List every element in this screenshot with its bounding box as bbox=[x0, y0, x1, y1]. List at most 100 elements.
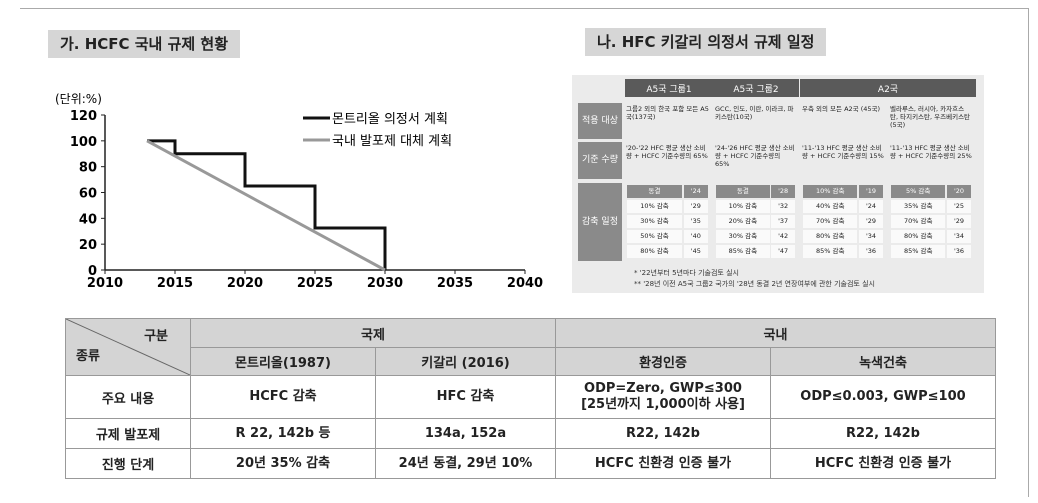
cell-line: HFC 감축 bbox=[436, 389, 495, 404]
y-tick-label: 0 bbox=[88, 264, 97, 279]
schedule-step: 35% 감축 bbox=[891, 200, 946, 213]
schedule-year: '47 bbox=[771, 245, 795, 258]
left-title: 가. HCFC 국내 규제 현황 bbox=[48, 30, 241, 58]
table-cell: R 22, 142b 등 bbox=[190, 418, 376, 449]
table-cell: R22, 142b bbox=[770, 418, 996, 449]
line-series bbox=[147, 139, 387, 270]
column-header: 환경인증 bbox=[555, 347, 771, 376]
schedule-step: 80% 감축 bbox=[803, 230, 858, 243]
table-cell: HCFC 친환경 인증 불가 bbox=[770, 448, 996, 479]
y-tick-label: 40 bbox=[79, 212, 97, 227]
schedule-step: 10% 감축 bbox=[627, 200, 683, 213]
schedule-year: '34 bbox=[947, 230, 971, 243]
schedule-year: '24 bbox=[859, 200, 883, 213]
y-axis-label: (단위:%) bbox=[55, 92, 102, 106]
row-label: 진행 단계 bbox=[65, 448, 191, 479]
y-tick-label: 120 bbox=[70, 109, 97, 124]
cell-line: 24년 동결, 29년 10% bbox=[398, 455, 533, 471]
legend-label: 몬트리올 의정서 계획 bbox=[332, 112, 448, 127]
diagonal bbox=[66, 319, 190, 375]
kigali-header: A5국 그룹1 bbox=[625, 79, 713, 97]
schedule-year: '29 bbox=[683, 200, 708, 213]
schedule-year: '34 bbox=[859, 230, 883, 243]
corner-bottom: 종류 bbox=[76, 349, 100, 364]
row-label: 규제 발포제 bbox=[65, 418, 191, 449]
cell-line: R22, 142b bbox=[625, 425, 700, 441]
cell-line: 134a, 152a bbox=[424, 425, 507, 441]
x-tick-label: 2025 bbox=[297, 276, 333, 291]
header-row: 몬트리올(1987) 키갈리 (2016) 환경인증 녹색건축 bbox=[66, 347, 996, 376]
diagonal-line bbox=[66, 319, 190, 375]
schedule-year: '20 bbox=[947, 185, 971, 198]
group-header: 국제 bbox=[190, 318, 556, 348]
schedule-step: 10% 감축 bbox=[716, 200, 770, 213]
cell-line: R 22, 142b 등 bbox=[235, 425, 331, 441]
schedule-year: '40 bbox=[683, 230, 708, 243]
kigali-header: A2국 bbox=[800, 79, 976, 97]
table-row: 규제 발포제 R 22, 142b 등 134a, 152a R22, 142b R22… bbox=[65, 418, 996, 449]
line-series bbox=[146, 139, 386, 272]
schedule-year: '19 bbox=[859, 185, 883, 198]
table-cell: HFC 감축 bbox=[375, 375, 556, 419]
note: * '22년부터 5년마다 기술검토 실시 bbox=[634, 269, 739, 277]
group-header: 국내 bbox=[555, 318, 996, 348]
kigali-cell: '11-'13 HFC 평균 생산 소비량 + HCFC 기준수량의 25% bbox=[890, 144, 972, 160]
header-row: 구분 종류 국제 국내 bbox=[65, 318, 996, 376]
cell-line: ODP≤0.003, GWP≤100 bbox=[800, 389, 966, 404]
table-row: 진행 단계 20년 35% 감축 24년 동결, 29년 10% HCFC 친환경 인… bbox=[65, 448, 996, 479]
schedule-step: 5% 감축 bbox=[891, 185, 946, 198]
schedule-step: 80% 감축 bbox=[627, 245, 683, 258]
kigali-cell: '20-'22 HFC 평균 생산 소비량 + HCFC 기준수량의 65% bbox=[626, 144, 708, 160]
schedule-step: 10% 감축 bbox=[803, 185, 858, 198]
schedule-step: 동결 bbox=[716, 185, 770, 198]
kigali-cell: '24-'26 HFC 평균 생산 소비량 + HCFC 기준수량의 65% bbox=[715, 144, 795, 168]
cell-line: HCFC 감축 bbox=[249, 389, 317, 404]
schedule-year: '36 bbox=[947, 245, 971, 258]
schedule-step: 70% 감축 bbox=[891, 215, 946, 228]
schedule-step: 40% 감축 bbox=[803, 200, 858, 213]
table-cell: 20년 35% 감축 bbox=[190, 448, 376, 479]
schedule-step: 50% 감축 bbox=[627, 230, 683, 243]
schedule-step: 85% 감축 bbox=[803, 245, 858, 258]
kigali-cell: '11-'13 HFC 평균 생산 소비량 + HCFC 기준수량의 15% bbox=[802, 144, 884, 160]
table-cell: HCFC 친환경 인증 불가 bbox=[555, 448, 771, 479]
cell-line: [25년까지 1,000이하 사용] bbox=[581, 397, 745, 412]
column-header: 녹색건축 bbox=[770, 347, 996, 376]
schedule-year: '29 bbox=[859, 215, 883, 228]
table-row: 주요 내용 HCFC 감축 HFC 감축 ODP=Zero, GWP≤300 [25년까… bbox=[65, 375, 996, 419]
regulation-table: 구분 종류 국제 국내 몬트리올(1987) 키갈리 (2016) 환경인증 녹색건축 주요 내… bbox=[65, 318, 996, 479]
table-cell: ODP=Zero, GWP≤300 [25년까지 1,000이하 사용] bbox=[555, 375, 771, 419]
schedule-year: '37 bbox=[771, 215, 795, 228]
x-tick-label: 2015 bbox=[157, 276, 193, 291]
y-tick-label: 80 bbox=[79, 161, 97, 176]
kigali-cell: 그룹2 외의 한국 포함 모든 A5국(137국) bbox=[626, 105, 709, 121]
table-cell: R22, 142b bbox=[555, 418, 771, 449]
corner-cell: 구분 종류 bbox=[65, 318, 191, 376]
schedule-year: '35 bbox=[683, 215, 708, 228]
schedule-step: 30% 감축 bbox=[716, 230, 770, 243]
frame bbox=[20, 8, 1029, 497]
schedule-step: 30% 감축 bbox=[627, 215, 683, 228]
table-cell: HCFC 감축 bbox=[190, 375, 376, 419]
schedule-step: 동결 bbox=[627, 185, 683, 198]
cell-line: HCFC 친환경 인증 불가 bbox=[594, 455, 732, 471]
table-cell: 24년 동결, 29년 10% bbox=[375, 448, 556, 479]
kigali-row-label: 적용 대상 bbox=[578, 103, 622, 139]
kigali-row-label: 기준 수량 bbox=[578, 142, 622, 179]
y-tick-label: 20 bbox=[79, 238, 97, 253]
x-tick-label: 2040 bbox=[507, 276, 543, 291]
table-cell: ODP≤0.003, GWP≤100 bbox=[770, 375, 996, 419]
cell-line: 20년 35% 감축 bbox=[235, 455, 331, 471]
schedule-step: 80% 감축 bbox=[891, 230, 946, 243]
kigali-cell: 벨라루스, 러시아, 카자흐스탄, 타지키스탄, 우즈베키스탄(5국) bbox=[890, 105, 971, 129]
schedule-year: '29 bbox=[947, 215, 971, 228]
schedule-step: 85% 감축 bbox=[716, 245, 770, 258]
x-tick-label: 2035 bbox=[437, 276, 473, 291]
column-header: 몬트리올(1987) bbox=[190, 347, 376, 376]
kigali-cell: 우측 외의 모든 A2국 (45국) bbox=[802, 105, 881, 113]
x-tick-label: 2010 bbox=[87, 276, 123, 291]
schedule-step: 20% 감축 bbox=[716, 215, 770, 228]
kigali-cell: GCC, 인도, 이란, 이라크, 파키스탄(10국) bbox=[715, 105, 794, 121]
schedule-year: '25 bbox=[947, 200, 971, 213]
